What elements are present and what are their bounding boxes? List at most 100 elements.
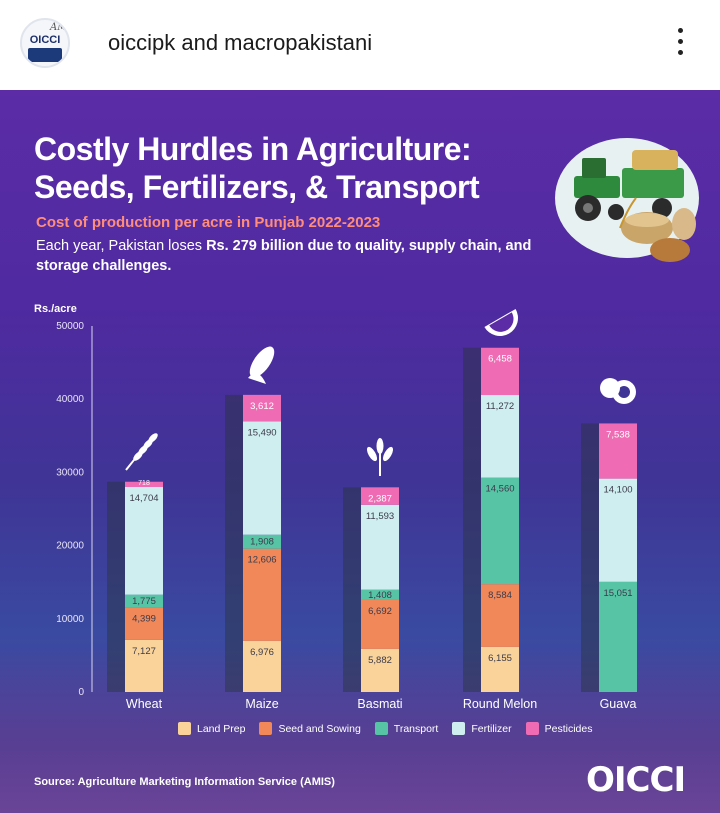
post-header: AMP OICCI oiccipk and macropakistani xyxy=(0,0,720,90)
bar-segment xyxy=(125,594,163,608)
bar-value-label: 14,100 xyxy=(603,485,632,496)
chart-legend: Land Prep Seed and Sowing Transport Fertili… xyxy=(178,722,592,735)
bar-segment xyxy=(361,504,399,590)
stacked-bar-chart: Rs./acre 0 10000 20000 30000 40000 50000 7,127 4… xyxy=(34,303,637,711)
bar-value-label: 4,399 xyxy=(132,614,156,625)
bar-value-label: 1,775 xyxy=(132,596,156,607)
y-tick-label: 30000 xyxy=(56,467,84,478)
bar-segment xyxy=(361,589,399,600)
bar-shadow xyxy=(581,423,599,692)
bar-segment xyxy=(125,639,163,692)
x-category-label: Maize xyxy=(245,697,278,711)
bar-value-label: 6,976 xyxy=(250,647,274,658)
y-tick-label: 40000 xyxy=(56,394,84,405)
bar-segment xyxy=(481,347,519,396)
more-options-icon[interactable] xyxy=(668,28,692,62)
bar-value-label: 2,387 xyxy=(368,493,392,504)
bar-segment xyxy=(243,421,281,535)
bar-segment xyxy=(125,607,163,640)
x-category-label: Wheat xyxy=(126,697,163,711)
bar-value-label: 5,882 xyxy=(368,655,392,666)
source-note: Source: Agriculture Marketing Informatio… xyxy=(34,776,335,788)
account-handle[interactable]: oiccipk and macropakistani xyxy=(108,30,373,55)
bar-segment xyxy=(125,481,163,488)
brand-logo: OICCI xyxy=(586,760,686,800)
bar-value-label: 11,272 xyxy=(486,401,514,412)
bar-value-label: 12,606 xyxy=(247,555,276,566)
bar-segment xyxy=(481,395,519,478)
bar-segment xyxy=(481,646,519,692)
y-axis-label: Rs./acre xyxy=(34,303,77,315)
legend-item: Seed and Sowing xyxy=(259,722,361,735)
description-bold: Rs. 279 billion due to quality, supply c… xyxy=(36,238,532,274)
legend-label: Seed and Sowing xyxy=(278,722,361,735)
bar-shadow xyxy=(225,394,243,692)
bar-shadow xyxy=(463,347,481,692)
legend-item: Land Prep xyxy=(178,722,245,735)
bar-segment xyxy=(361,648,399,692)
bar-value-label: 15,490 xyxy=(247,427,276,438)
bar-value-label: 7,538 xyxy=(606,429,630,440)
bar-value-label: 15,051 xyxy=(603,588,632,599)
bar-value-label: 14,704 xyxy=(129,493,158,504)
legend-label: Transport xyxy=(393,722,439,735)
bar-value-label: 14,560 xyxy=(485,484,514,495)
bar-shadow xyxy=(343,487,361,692)
bar-value-label: 11,593 xyxy=(366,511,394,522)
y-tick-label: 0 xyxy=(78,687,84,698)
bar-shadow xyxy=(107,481,125,692)
bar-value-label: 6,458 xyxy=(488,354,512,365)
bar-segment xyxy=(599,423,637,479)
bar-segment xyxy=(243,534,281,549)
graphic-subtitle: Cost of production per acre in Punjab 20… xyxy=(36,214,381,231)
bar-segment xyxy=(243,394,281,422)
x-category-label: Basmati xyxy=(357,697,402,711)
wheat-icon xyxy=(125,433,158,471)
rice-plant-icon xyxy=(366,438,394,476)
avatar-signature: AMP xyxy=(50,22,68,33)
bar-value-label: 3,612 xyxy=(250,401,274,412)
title-line-2: Seeds, Fertilizers, & Transport xyxy=(34,169,480,205)
tractor-illustration xyxy=(555,138,699,262)
bar-value-label: 1,408 xyxy=(368,590,392,601)
bar-segment xyxy=(361,487,399,505)
bar-value-label: 7,127 xyxy=(132,646,156,657)
legend-label: Land Prep xyxy=(197,722,246,735)
bar-value-label: 718 xyxy=(138,480,150,487)
watermelon-icon xyxy=(484,309,518,336)
legend-item: Fertilizer xyxy=(452,722,512,735)
legend-label: Pesticides xyxy=(544,722,593,735)
y-tick-label: 20000 xyxy=(56,541,84,552)
legend-item: Transport xyxy=(374,722,439,735)
account-avatar[interactable]: AMP OICCI xyxy=(20,18,70,68)
bar-value-label: 1,908 xyxy=(250,537,274,548)
x-category-label: Guava xyxy=(600,697,637,711)
legend-swatch xyxy=(374,722,388,735)
title-line-1: Costly Hurdles in Agriculture: xyxy=(34,131,472,167)
bar-segment xyxy=(481,477,519,585)
y-tick-label: 10000 xyxy=(56,614,84,625)
legend-swatch xyxy=(452,722,466,735)
bar-segment xyxy=(243,640,281,692)
bar-value-label: 6,692 xyxy=(368,606,392,617)
graphic-title: Costly Hurdles in Agriculture: Seeds, Fe… xyxy=(34,130,480,206)
corn-icon xyxy=(248,346,275,384)
legend-item: Pesticides xyxy=(525,722,593,735)
bar-segment xyxy=(361,599,399,649)
bar-segment xyxy=(599,581,637,692)
bar-value-label: 6,155 xyxy=(488,653,512,664)
guava-icon xyxy=(600,378,636,404)
graphic-description: Each year, Pakistan loses Rs. 279 billio… xyxy=(36,236,536,276)
legend-swatch xyxy=(259,722,273,735)
bar-segment xyxy=(481,584,519,647)
bar-segment xyxy=(599,478,637,582)
bar-value-label: 8,584 xyxy=(488,590,512,601)
y-tick-label: 50000 xyxy=(56,321,84,332)
description-text: Each year, Pakistan loses xyxy=(36,238,207,254)
legend-label: Fertilizer xyxy=(471,722,512,735)
bar-segment xyxy=(243,548,281,641)
bar-segment xyxy=(125,487,163,595)
x-category-label: Round Melon xyxy=(463,697,537,711)
post-image: Costly Hurdles in Agriculture: Seeds, Fe… xyxy=(0,90,720,813)
avatar-logo-bar xyxy=(28,48,62,62)
